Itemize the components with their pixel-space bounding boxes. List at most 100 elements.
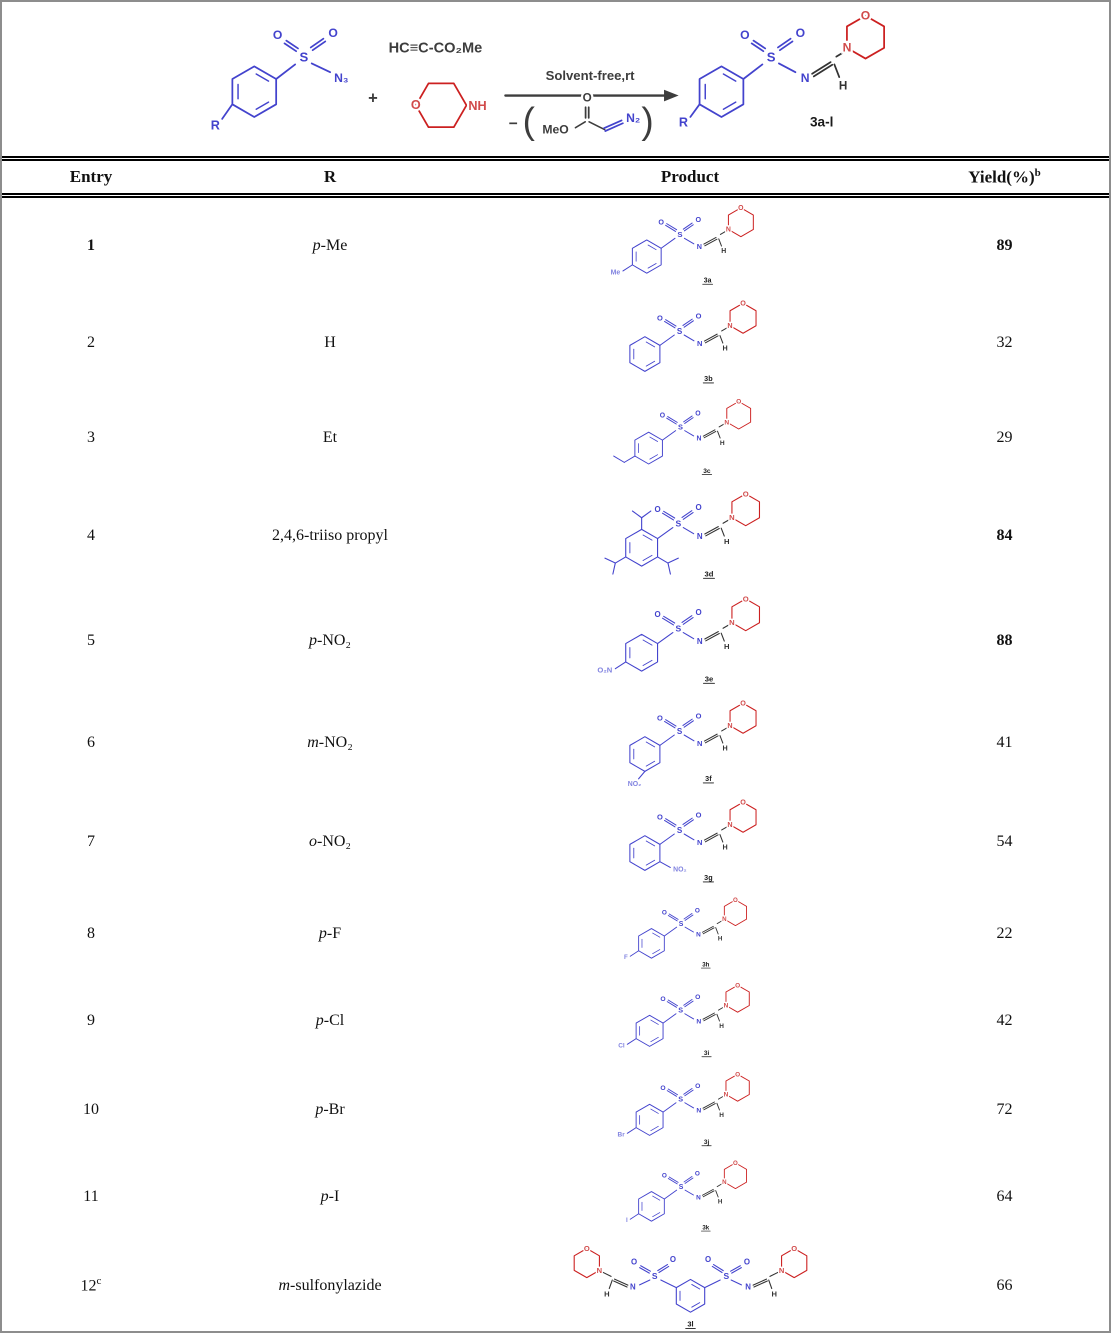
- svg-text:O: O: [660, 1085, 665, 1092]
- svg-text:I: I: [626, 1217, 628, 1224]
- svg-text:N: N: [630, 1283, 636, 1292]
- svg-text:O: O: [328, 26, 337, 40]
- svg-text:O: O: [733, 1160, 738, 1167]
- product-structure-3e: O O S N H O N 3e O₂N: [596, 593, 761, 684]
- svg-text:S: S: [651, 1271, 657, 1281]
- svg-text:N: N: [596, 1266, 601, 1275]
- header-r: R: [323, 167, 337, 186]
- product-structure-3d: O O S N H O N 3d: [604, 488, 761, 579]
- r-group-cell: o-NO₂: [180, 833, 480, 851]
- r-prefix: m: [307, 733, 319, 751]
- svg-text:O: O: [743, 489, 749, 498]
- table-row: 12c m-sulfonylazide S O O N H O N S O O N H O N 3l 66: [2, 1239, 1109, 1331]
- yield-cell: 41: [996, 733, 1013, 751]
- header-entry: Entry: [69, 167, 113, 186]
- svg-text:S: S: [766, 49, 775, 64]
- table-header: Entry R Product Yield(%)b: [2, 156, 1109, 198]
- r-text: -NO₂: [318, 733, 353, 751]
- entry-footnote-mark: c: [96, 1275, 102, 1288]
- product-cell: O O S N H O N 3j Br: [480, 1066, 900, 1153]
- svg-text:O: O: [735, 1071, 740, 1078]
- svg-text:N: N: [729, 618, 735, 627]
- r-prefix: p: [312, 236, 321, 254]
- svg-text:S: S: [299, 49, 308, 64]
- entry-cell: 3: [87, 428, 95, 446]
- entry-cell: 4: [87, 526, 95, 544]
- svg-text:O: O: [695, 1083, 700, 1090]
- svg-text:3g: 3g: [704, 873, 712, 882]
- r-text: -sulfonylazide: [290, 1276, 382, 1294]
- yield-cell: 88: [996, 631, 1013, 649]
- table-row: 4 2,4,6-triiso propyl O O S N H O N 3d 84: [2, 483, 1109, 588]
- r-prefix: o: [308, 832, 317, 850]
- svg-text:O: O: [694, 1171, 699, 1178]
- svg-text:O: O: [743, 594, 749, 603]
- product-structure-3f: O O S N H O N 3f NO₂: [626, 697, 757, 789]
- svg-text:O: O: [695, 215, 701, 224]
- svg-text:H: H: [719, 440, 724, 447]
- svg-text:O: O: [695, 711, 701, 720]
- svg-text:S: S: [723, 1271, 729, 1281]
- svg-text:O: O: [656, 314, 662, 323]
- header-yield: Yield(%)b: [968, 166, 1041, 187]
- svg-text:O: O: [631, 1257, 637, 1266]
- svg-text:O: O: [410, 98, 420, 112]
- svg-text:H: H: [722, 344, 727, 353]
- product-cell: O O S N H O N 3b: [480, 294, 900, 391]
- svg-text:H: H: [722, 843, 727, 852]
- yield-cell: 64: [996, 1187, 1013, 1205]
- r-text: -Me: [320, 236, 348, 254]
- table-row: 6 m-NO₂ O O S N H O N 3f NO₂ 41: [2, 693, 1109, 792]
- yield-cell: 54: [996, 832, 1013, 850]
- product-structure-3i: O O S N H O N 3i Cl: [617, 981, 750, 1057]
- product-structure-3g: O O S N H O N 3g NO₂: [628, 796, 757, 883]
- svg-text:3a-l: 3a-l: [809, 115, 832, 130]
- svg-text:O: O: [743, 1257, 749, 1266]
- svg-text:S: S: [677, 423, 682, 432]
- svg-text:N: N: [722, 916, 727, 923]
- svg-text:N: N: [697, 838, 702, 847]
- svg-text:O: O: [795, 26, 804, 40]
- svg-text:S: S: [677, 230, 682, 239]
- svg-text:N: N: [697, 637, 703, 646]
- svg-text:O: O: [694, 908, 699, 915]
- header-product: Product: [660, 167, 720, 186]
- table-row: 11 p-I O O S N H O N 3k I 64: [2, 1154, 1109, 1239]
- svg-text:O: O: [705, 1255, 711, 1264]
- r-group-cell: p-Cl: [180, 1012, 480, 1030]
- svg-text:H: H: [838, 80, 846, 93]
- r-group-cell: p-Br: [180, 1101, 480, 1119]
- entry-cell: 11: [83, 1187, 99, 1205]
- table-row: 1 p-Me O O S N H O N 3a Me 89: [2, 198, 1109, 293]
- table-row: 9 p-Cl O O S N H O N 3i Cl 42: [2, 976, 1109, 1065]
- svg-text:N: N: [723, 1003, 728, 1010]
- table-row: 5 p-NO₂ O O S N H O N 3e O₂N 88: [2, 588, 1109, 693]
- product-cell: S O O N H O N S O O N H O N 3l: [480, 1240, 900, 1331]
- svg-text:N: N: [722, 1179, 727, 1186]
- svg-text:N: N: [696, 1108, 701, 1115]
- svg-text:N: N: [697, 739, 702, 748]
- svg-text:H: H: [771, 1289, 776, 1298]
- product-cell: O O S N H O N 3i Cl: [480, 977, 900, 1064]
- r-text: 2,4,6-triiso propyl: [272, 526, 388, 544]
- svg-text:O: O: [740, 299, 746, 308]
- svg-text:N: N: [745, 1283, 751, 1292]
- svg-text:3d: 3d: [705, 570, 714, 579]
- product-cell: O O S N H O N 3k I: [480, 1155, 900, 1238]
- entry-cell: 8: [87, 924, 95, 942]
- svg-text:H: H: [717, 935, 722, 942]
- svg-text:N: N: [696, 931, 701, 938]
- svg-text:N: N: [727, 721, 732, 730]
- svg-text:N: N: [696, 436, 701, 443]
- svg-text:O: O: [272, 28, 281, 42]
- yield-cell: 22: [996, 924, 1013, 942]
- entry-cell: 7: [87, 832, 95, 850]
- r-group-cell: m-sulfonylazide: [180, 1277, 480, 1295]
- svg-text:O: O: [740, 798, 746, 807]
- r-prefix: m: [278, 1276, 291, 1294]
- svg-text:O: O: [661, 1173, 666, 1180]
- svg-text:O: O: [656, 813, 662, 822]
- svg-text:O: O: [733, 897, 738, 904]
